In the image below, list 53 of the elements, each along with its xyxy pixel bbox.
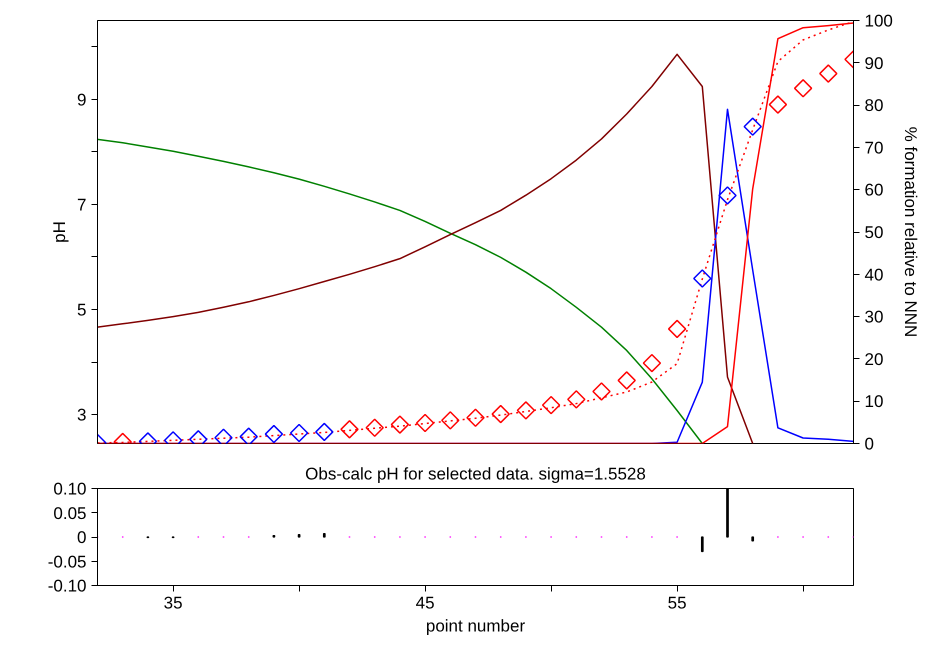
point	[768, 95, 788, 114]
y-tick-label: 9	[77, 90, 87, 110]
y-tick-label: 3	[77, 406, 87, 425]
x-tick-label: 55	[668, 594, 687, 612]
point	[617, 371, 636, 390]
point	[264, 424, 284, 444]
point	[491, 404, 510, 424]
point	[567, 390, 586, 409]
y-tick-label: 0.10	[53, 480, 87, 498]
y2-tick-label: 10	[864, 392, 884, 412]
y-tick-label: 0	[77, 528, 87, 547]
x-axis-title: point number	[426, 616, 526, 636]
y2-tick-label: 80	[864, 96, 884, 116]
point	[642, 354, 662, 372]
point	[743, 117, 762, 136]
point	[516, 401, 536, 420]
point	[416, 414, 434, 432]
line-series	[98, 138, 704, 444]
y-tick-label: 0.05	[53, 504, 87, 523]
point	[794, 79, 812, 98]
point	[315, 422, 334, 442]
y2-tick-label: 70	[864, 138, 884, 158]
point	[466, 408, 485, 427]
point	[390, 415, 410, 434]
y2-tick-label: 60	[864, 180, 884, 200]
y-axis-title: pH	[50, 221, 70, 243]
x-tick-label: 45	[416, 594, 435, 612]
y2-tick-label: 40	[864, 265, 884, 284]
point	[239, 427, 258, 444]
y-tick-label: -0.10	[48, 576, 86, 596]
point	[718, 186, 737, 205]
chart-title: Obs-calc pH for selected data. sigma=1.5528	[305, 464, 646, 484]
x-tick-label: 35	[164, 594, 183, 612]
y2-tick-label: 90	[864, 54, 884, 73]
point	[441, 411, 460, 430]
point	[693, 269, 712, 288]
point	[819, 64, 838, 83]
y-tick-label: -0.05	[48, 552, 86, 572]
point	[290, 424, 308, 442]
y-tick-label: 7	[77, 195, 87, 214]
y2-axis-title: % formation relative to NNN	[900, 126, 920, 338]
y2-tick-label: 30	[864, 308, 884, 327]
y2-tick-label: 50	[864, 223, 884, 242]
point	[542, 396, 560, 414]
y2-tick-label: 100	[864, 12, 893, 30]
point	[592, 382, 611, 401]
point	[340, 420, 359, 439]
point	[365, 418, 384, 437]
y2-tick-label: 20	[864, 350, 884, 369]
line-series	[98, 54, 754, 444]
point	[668, 320, 686, 338]
y-tick-label: 5	[77, 300, 87, 320]
y2-tick-label: 0	[864, 434, 874, 454]
